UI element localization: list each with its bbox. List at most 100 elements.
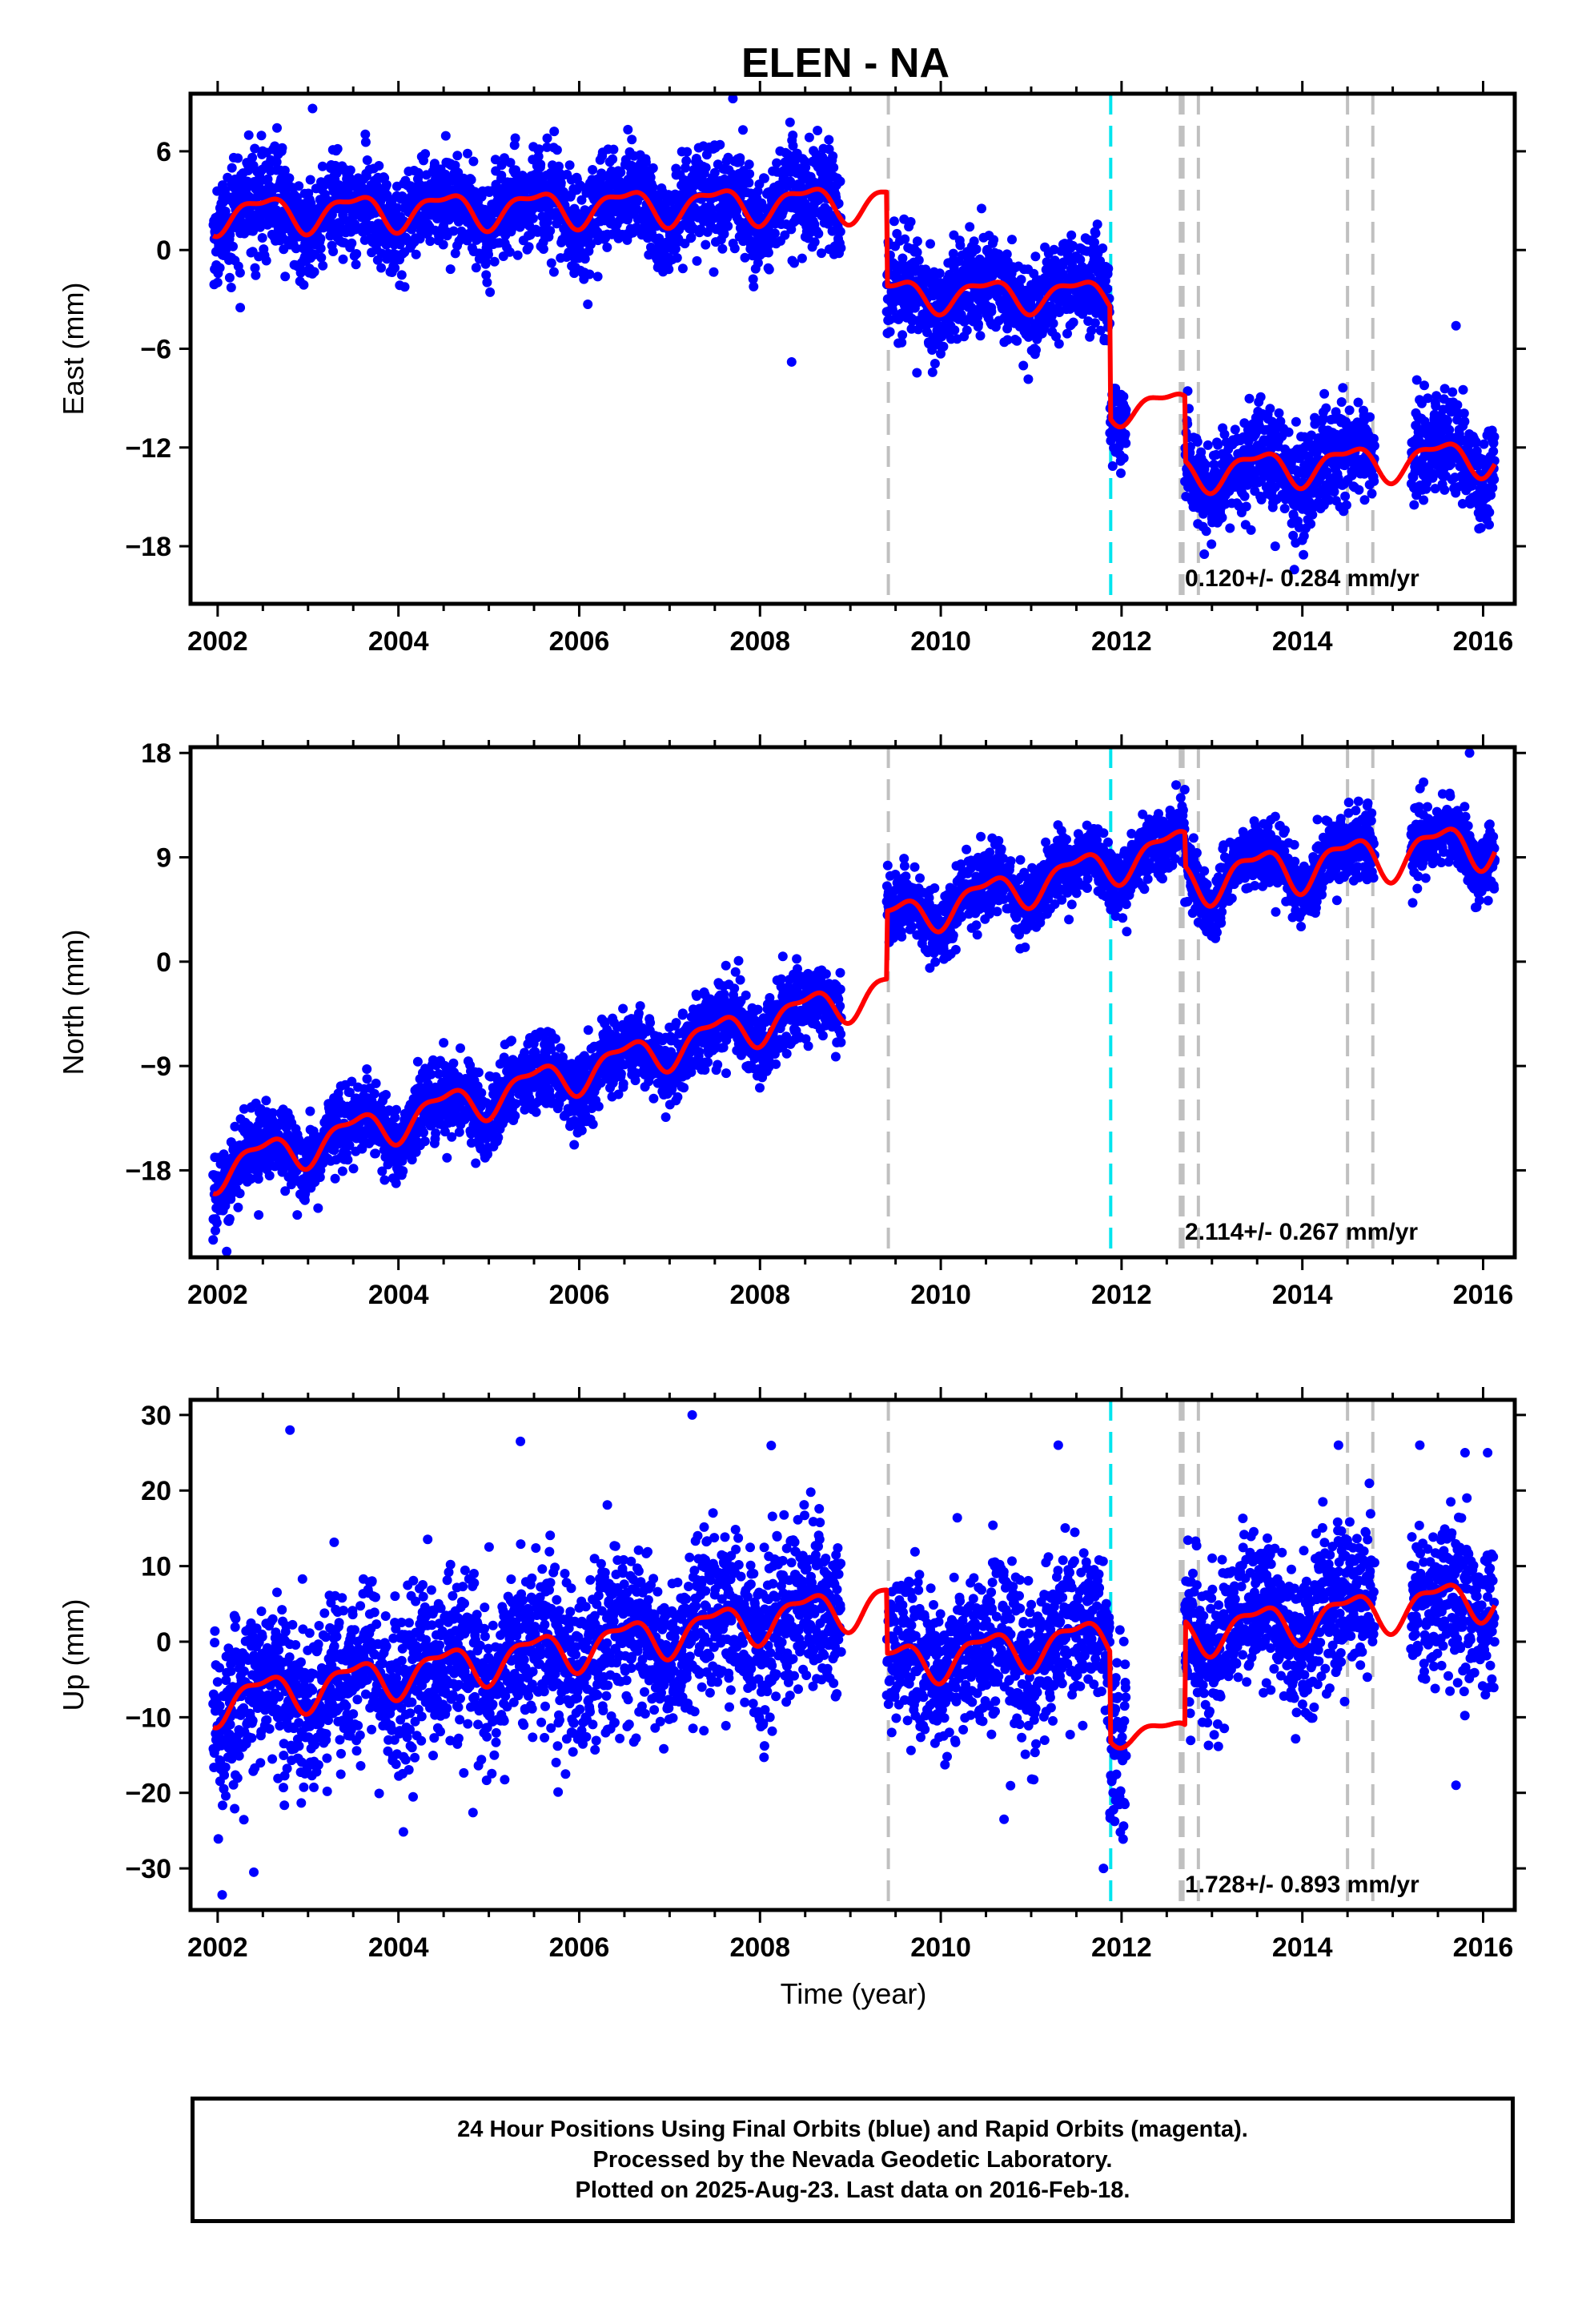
data-point [482,277,492,287]
data-point [440,131,451,141]
data-point [305,175,315,185]
data-point [1489,474,1500,485]
data-point [1121,438,1131,448]
data-point [226,283,236,292]
data-point [1338,383,1348,393]
data-point [930,359,940,368]
data-point [971,244,982,255]
data-point [309,267,319,277]
data-point [836,243,846,253]
data-point [1092,219,1102,230]
data-point [1090,228,1101,239]
data-point [638,226,648,236]
plot-frame [188,91,1517,606]
x-tick-label: 2014 [1272,626,1333,657]
data-point [512,250,523,260]
data-point [608,154,618,164]
data-point [1023,374,1034,384]
data-point [759,173,769,183]
data-point [797,253,807,263]
data-point [445,264,456,275]
data-point [250,143,260,154]
x-tick-label: 2004 [368,626,429,657]
data-point [337,1166,347,1176]
data-point [786,356,797,367]
data-point [235,1188,245,1199]
data-point [414,170,424,180]
data-point [723,221,733,231]
data-point [343,1155,353,1165]
data-point [251,270,261,280]
data-point [371,1078,381,1088]
data-point [1255,392,1266,402]
data-point [227,163,237,173]
data-point [672,253,682,263]
data-point [1049,244,1059,255]
data-point [1051,332,1061,342]
data-point [664,264,674,275]
data-point [1484,507,1495,517]
data-point [583,300,593,309]
data-point [1120,429,1130,440]
data-point [817,248,826,259]
data-point [692,255,702,266]
data-point [748,274,758,284]
data-point [369,1088,379,1099]
data-point [1002,249,1012,259]
data-point [362,1074,372,1084]
data-point [316,252,327,263]
data-point [1275,416,1286,427]
data-point [829,163,839,173]
y-tick-label: −12 [125,433,171,464]
data-point [305,1106,315,1116]
data-point [347,1076,357,1087]
data-point [962,325,972,336]
data-point [1431,401,1441,411]
data-point [900,234,910,244]
data-point [682,147,693,157]
data-point [912,368,922,378]
figure-title: ELEN - NA [741,40,950,86]
data-point [211,1217,222,1228]
data-point [554,161,564,171]
data-point [955,240,966,251]
data-point [1203,440,1213,450]
data-point [1086,325,1097,336]
data-point [546,258,556,268]
data-point [1439,384,1450,394]
data-point [280,1186,291,1196]
data-point [243,130,254,140]
data-point [897,330,908,340]
data-point [1365,412,1375,422]
data-point [420,149,431,159]
data-point [542,133,552,143]
data-point [351,259,361,270]
data-point [1201,526,1211,537]
data-point [450,248,460,259]
data-point [360,129,371,139]
data-point [510,133,520,143]
data-point [1344,405,1355,416]
data-point [969,236,979,247]
rate-label: 0.120+/- 0.284 mm/yr [1185,565,1419,592]
data-point [280,271,291,282]
data-point [576,195,587,205]
data-point [1002,335,1013,345]
data-point [1322,467,1332,476]
data-point [1066,230,1077,240]
data-point [291,243,301,254]
x-tick-label: 2008 [729,626,790,657]
data-point [415,234,425,244]
data-point [1291,416,1301,427]
data-point [351,249,362,259]
data-point [648,163,658,173]
data-point [1458,384,1468,395]
data-point [788,141,798,151]
data-point [885,327,895,337]
data-point [332,143,343,154]
data-point [801,163,811,173]
data-point [785,117,795,127]
data-point [1484,520,1494,530]
x-tick-label: 2006 [549,626,610,657]
data-point [548,267,559,277]
